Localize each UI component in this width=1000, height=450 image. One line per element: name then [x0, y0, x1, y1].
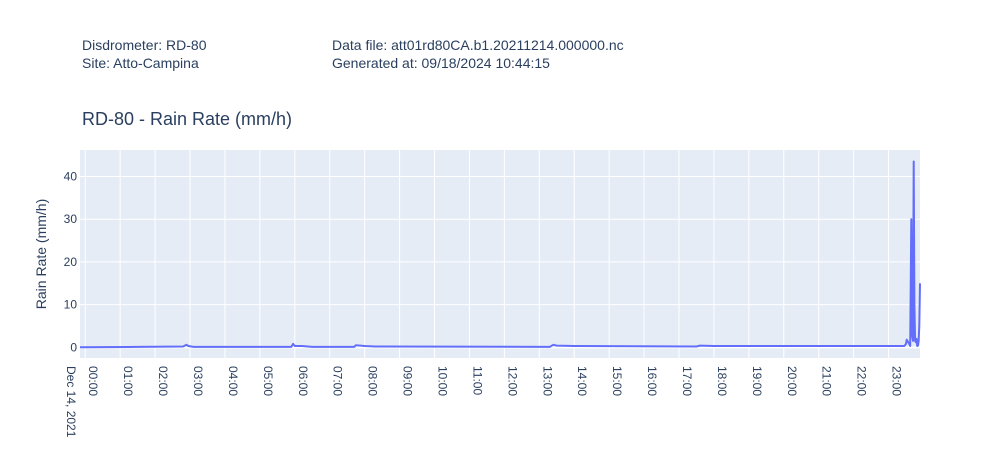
- x-tick-label: 04:00: [226, 366, 240, 396]
- x-tick-label: 21:00: [820, 366, 834, 396]
- x-tick-label: 17:00: [680, 366, 694, 396]
- x-tick-label: 08:00: [366, 366, 380, 396]
- y-axis-title: Rain Rate (mm/h): [33, 199, 49, 309]
- x-tick-label: 20:00: [785, 366, 799, 396]
- site-label: Site: Atto-Campina: [82, 55, 199, 71]
- x-date-label: Dec 14, 2021: [64, 366, 78, 438]
- series-layer: [79, 160, 921, 349]
- x-tick-label: 03:00: [191, 366, 205, 396]
- x-tick-label: 09:00: [401, 366, 415, 396]
- rain-rate-line: [79, 160, 921, 349]
- y-tick-label: 10: [64, 298, 78, 312]
- x-tick-label: 23:00: [890, 366, 904, 396]
- x-tick-label: 01:00: [121, 366, 135, 396]
- x-tick-label: 02:00: [156, 366, 170, 396]
- y-tick-label: 0: [70, 340, 77, 354]
- x-tick-label: 22:00: [855, 366, 869, 396]
- x-tick-label: 06:00: [296, 366, 310, 396]
- plot-background: [80, 150, 920, 358]
- x-tick-label: 00:00: [86, 366, 100, 396]
- chart-title: RD-80 - Rain Rate (mm/h): [82, 109, 293, 129]
- x-tick-label: 14:00: [575, 366, 589, 396]
- disdrometer-label: Disdrometer: RD-80: [82, 37, 207, 53]
- x-tick-label: 07:00: [331, 366, 345, 396]
- x-tick-label: 10:00: [436, 366, 450, 396]
- x-tick-label: 12:00: [505, 366, 519, 396]
- x-tick-label: 19:00: [750, 366, 764, 396]
- x-tick-label: 15:00: [610, 366, 624, 396]
- x-tick-label: 11:00: [470, 366, 484, 395]
- y-tick-label: 40: [64, 169, 78, 183]
- generated-at-label: Generated at: 09/18/2024 10:44:15: [332, 55, 550, 71]
- x-tick-label: 18:00: [715, 366, 729, 396]
- data-file-label: Data file: att01rd80CA.b1.20211214.00000…: [332, 37, 624, 53]
- x-tick-label: 05:00: [261, 366, 275, 396]
- y-tick-label: 20: [64, 255, 78, 269]
- x-tick-label: 13:00: [540, 366, 554, 396]
- y-tick-label: 30: [64, 212, 78, 226]
- tick-layer: 00:00 01:00 02:00 03:00 04:00 05:00 06:00 07:00…: [64, 169, 904, 396]
- x-tick-label: 16:00: [645, 366, 659, 396]
